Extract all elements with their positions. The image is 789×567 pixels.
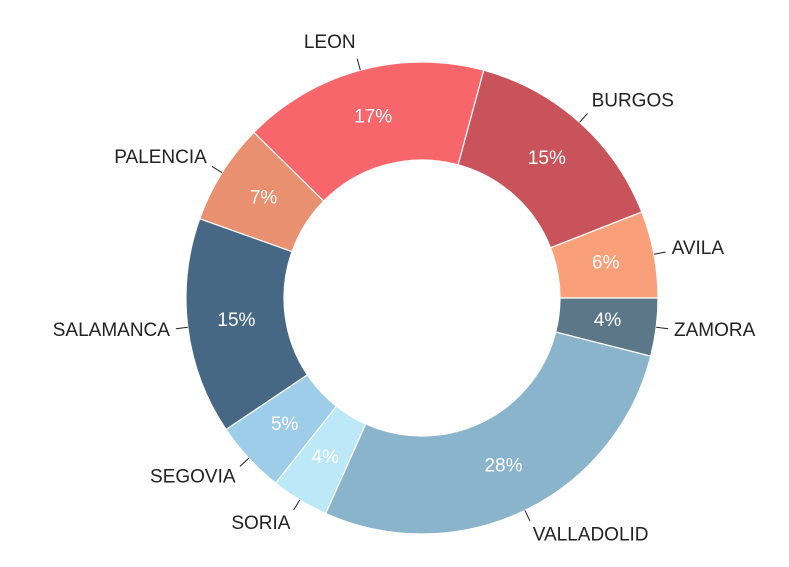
category-label: LEON bbox=[304, 32, 356, 53]
label-tick bbox=[653, 251, 666, 255]
category-label: PALENCIA bbox=[114, 147, 207, 168]
percent-label: 17% bbox=[354, 107, 392, 128]
percent-label: 4% bbox=[311, 447, 339, 468]
category-label: VALLADOLID bbox=[533, 525, 649, 546]
donut-slice bbox=[324, 331, 652, 535]
label-tick bbox=[656, 326, 669, 330]
donut-slice bbox=[252, 61, 485, 203]
percent-label: 6% bbox=[592, 252, 620, 273]
label-tick bbox=[579, 113, 588, 123]
label-tick bbox=[239, 457, 250, 467]
label-tick bbox=[524, 510, 531, 522]
label-tick bbox=[175, 326, 188, 330]
donut-slice bbox=[555, 297, 659, 357]
label-tick bbox=[211, 165, 223, 174]
category-label: AVILA bbox=[672, 238, 725, 259]
category-label: SORIA bbox=[231, 513, 290, 534]
percent-label: 7% bbox=[250, 188, 278, 209]
percent-label: 5% bbox=[271, 414, 299, 435]
percent-label: 15% bbox=[217, 310, 255, 331]
percent-label: 15% bbox=[528, 148, 566, 169]
label-tick bbox=[356, 58, 361, 71]
category-label: SEGOVIA bbox=[150, 466, 236, 487]
category-label: ZAMORA bbox=[674, 320, 756, 341]
category-label: BURGOS bbox=[592, 90, 674, 111]
percent-label: 4% bbox=[594, 310, 622, 331]
label-tick bbox=[293, 499, 301, 511]
percent-label: 28% bbox=[484, 455, 522, 476]
category-label: SALAMANCA bbox=[53, 320, 171, 341]
